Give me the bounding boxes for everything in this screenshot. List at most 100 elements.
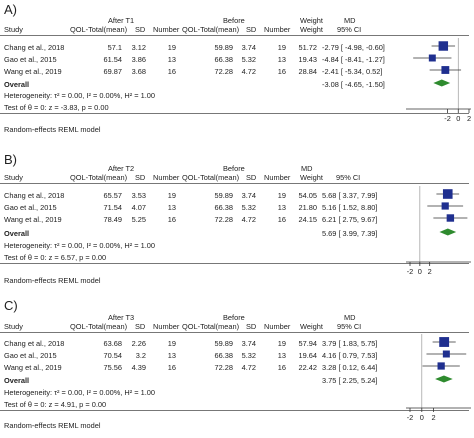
before-n: 13: [277, 203, 286, 212]
heterogeneity-text: Heterogeneity: τ² = 0.00, I² = 0.00%, H²…: [4, 241, 156, 250]
overall-md-ci: 5.69 [ 3.99, 7.39]: [322, 229, 378, 238]
study-name: Chang et al., 2018: [4, 43, 65, 52]
after-n-header: Number: [153, 322, 180, 331]
after-n-header: Number: [153, 25, 180, 34]
study-name: Gao et al., 2015: [4, 203, 57, 212]
weight-value: 28.84: [298, 67, 318, 76]
before-sd-header: SD: [246, 322, 257, 331]
before-n: 13: [277, 55, 286, 64]
after-n: 13: [167, 55, 176, 64]
before-n: 19: [277, 43, 286, 52]
study-effect-marker: [437, 362, 445, 370]
study-header: Study: [4, 322, 23, 331]
after-sd: 3.68: [131, 67, 146, 76]
before-sd: 3.74: [241, 339, 256, 348]
before-n: 19: [277, 339, 286, 348]
md-header: MD: [301, 164, 313, 173]
md-ci-value: 5.68 [ 3.37, 7.99]: [322, 191, 378, 200]
after-mean-header: QOL-Total(mean): [70, 25, 128, 34]
overall-label: Overall: [4, 376, 30, 385]
md-ci-value: 3.79 [ 1.83, 5.75]: [322, 339, 378, 348]
after-mean: 75.56: [103, 363, 123, 372]
x-tick-label: 2: [467, 114, 471, 123]
before-mean: 72.28: [214, 363, 234, 372]
study-name: Gao et al., 2015: [4, 55, 57, 64]
after-sd-header: SD: [135, 322, 146, 331]
forest-plot-area: -2 0 2: [406, 186, 471, 276]
group2-header: Before: [223, 313, 245, 322]
md-ci-value: 3.28 [ 0.12, 6.44]: [322, 363, 378, 372]
test-text: Test of θ = 0: z = 6.57, p = 0.00: [4, 253, 107, 262]
heterogeneity-text: Heterogeneity: τ² = 0.00, I² = 0.00%, H²…: [4, 388, 156, 397]
before-mean: 59.89: [214, 191, 234, 200]
x-tick-label: 2: [428, 267, 432, 276]
after-mean-header: QOL-Total(mean): [70, 173, 128, 182]
x-tick-label: -2: [407, 267, 414, 276]
after-sd: 5.25: [131, 215, 146, 224]
before-sd: 5.32: [241, 203, 256, 212]
x-tick-label: 2: [432, 413, 436, 422]
after-sd-header: SD: [135, 25, 146, 34]
before-mean-header: QOL-Total(mean): [182, 25, 240, 34]
weight-value: 21.80: [298, 203, 318, 212]
weight-value: 24.15: [298, 215, 318, 224]
weight-header: Weight: [300, 322, 323, 331]
md-ci-value: -2.41 [ -5.34, 0.52]: [322, 67, 383, 76]
before-n: 16: [277, 363, 286, 372]
after-mean: 65.57: [103, 191, 123, 200]
before-mean: 59.89: [214, 339, 234, 348]
weight-header: Weight: [300, 173, 323, 182]
before-sd: 4.72: [241, 215, 256, 224]
after-sd: 4.07: [131, 203, 146, 212]
after-n: 16: [167, 363, 176, 372]
study-effect-marker: [438, 41, 449, 51]
before-n: 16: [277, 215, 286, 224]
after-sd: 2.26: [131, 339, 146, 348]
weight-header-line1: Weight: [300, 16, 323, 25]
after-sd: 4.39: [131, 363, 146, 372]
before-n: 13: [277, 351, 286, 360]
after-sd: 3.53: [131, 191, 146, 200]
study-effect-marker: [442, 350, 450, 358]
study-name: Chang et al., 2018: [4, 339, 65, 348]
after-n: 13: [167, 203, 176, 212]
after-n: 19: [167, 43, 176, 52]
after-sd: 3.12: [131, 43, 146, 52]
header-rule: [0, 183, 469, 184]
after-n: 16: [167, 215, 176, 224]
panel-label: C): [4, 298, 18, 313]
study-effect-marker: [441, 66, 450, 74]
after-n: 19: [167, 191, 176, 200]
forest-panel-a: A) After T1 Before Study QOL-Total(mean)…: [0, 0, 474, 144]
ci-header: 95% CI: [336, 173, 361, 182]
overall-label: Overall: [4, 80, 30, 89]
study-effect-marker: [428, 54, 436, 62]
forest-panel-c: C) After T3 Before MD Study QOL-Total(me…: [0, 294, 474, 438]
group2-header: Before: [223, 164, 245, 173]
panel-label: A): [4, 2, 17, 17]
md-header: MD: [344, 313, 356, 322]
before-sd: 5.32: [241, 55, 256, 64]
weight-value: 19.43: [298, 55, 318, 64]
footer-rule: [0, 410, 469, 411]
after-sd: 3.2: [135, 351, 146, 360]
before-sd: 3.74: [241, 191, 256, 200]
x-tick-label: 0: [418, 267, 422, 276]
forest-plot-area: -2 0 2: [406, 38, 471, 123]
before-mean: 72.28: [214, 215, 234, 224]
model-text: Random-effects REML model: [4, 125, 101, 134]
before-mean-header: QOL-Total(mean): [182, 322, 240, 331]
footer-rule: [0, 113, 469, 114]
before-sd-header: SD: [246, 25, 257, 34]
after-n: 13: [167, 351, 176, 360]
md-ci-value: 6.21 [ 2.75, 9.67]: [322, 215, 378, 224]
weight-value: 22.42: [298, 363, 318, 372]
study-name: Wang et al., 2019: [4, 215, 62, 224]
x-tick-label: -2: [407, 413, 414, 422]
weight-value: 54.05: [298, 191, 318, 200]
before-n: 19: [277, 191, 286, 200]
x-tick-label: 0: [420, 413, 424, 422]
group1-header: After T2: [108, 164, 135, 173]
x-tick-label: 0: [456, 114, 460, 123]
before-mean-header: QOL-Total(mean): [182, 173, 240, 182]
